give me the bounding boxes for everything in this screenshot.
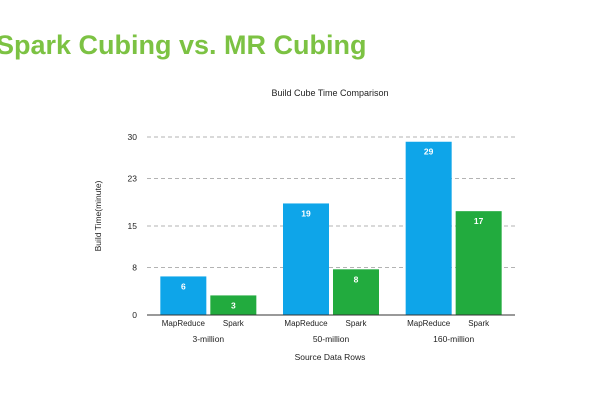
x-axis-label: Source Data Rows (295, 352, 366, 362)
x-tick-label: Spark (468, 319, 490, 328)
bar (455, 211, 502, 315)
data-label: 19 (301, 208, 311, 218)
y-tick-label: 15 (128, 221, 138, 231)
bar (283, 203, 329, 315)
x-tick-label: MapReduce (407, 319, 451, 328)
bar (333, 269, 379, 315)
data-label: 8 (354, 274, 359, 284)
bar (405, 141, 452, 315)
x-tick-label: Spark (346, 319, 368, 328)
data-label: 6 (181, 281, 186, 291)
data-label: 29 (424, 147, 434, 157)
x-tick-label: MapReduce (162, 319, 206, 328)
slide-title: Spark Cubing vs. MR Cubing (0, 30, 367, 60)
group-label: 3-million (193, 334, 225, 344)
group-label: 50-million (313, 334, 350, 344)
group-label: 160-million (433, 334, 474, 344)
y-axis-label: Build Time(minute) (93, 180, 103, 251)
chart-title: Build Cube Time Comparison (271, 88, 388, 98)
bar (210, 295, 257, 315)
y-tick-label: 8 (132, 263, 137, 273)
y-ticks: 0 8 15 23 30 (128, 132, 138, 320)
y-tick-label: 23 (128, 174, 138, 184)
x-tick-label: Spark (223, 319, 245, 328)
data-label: 3 (231, 300, 236, 310)
bars: 6 MapReduce 3 Spark 3-million 19 MapReduce 8 Spa… (160, 141, 502, 344)
bar (160, 276, 207, 315)
y-tick-label: 0 (132, 310, 137, 320)
gridlines (147, 136, 515, 268)
y-tick-label: 30 (128, 132, 138, 142)
x-tick-label: MapReduce (284, 319, 328, 328)
data-label: 17 (474, 216, 484, 226)
